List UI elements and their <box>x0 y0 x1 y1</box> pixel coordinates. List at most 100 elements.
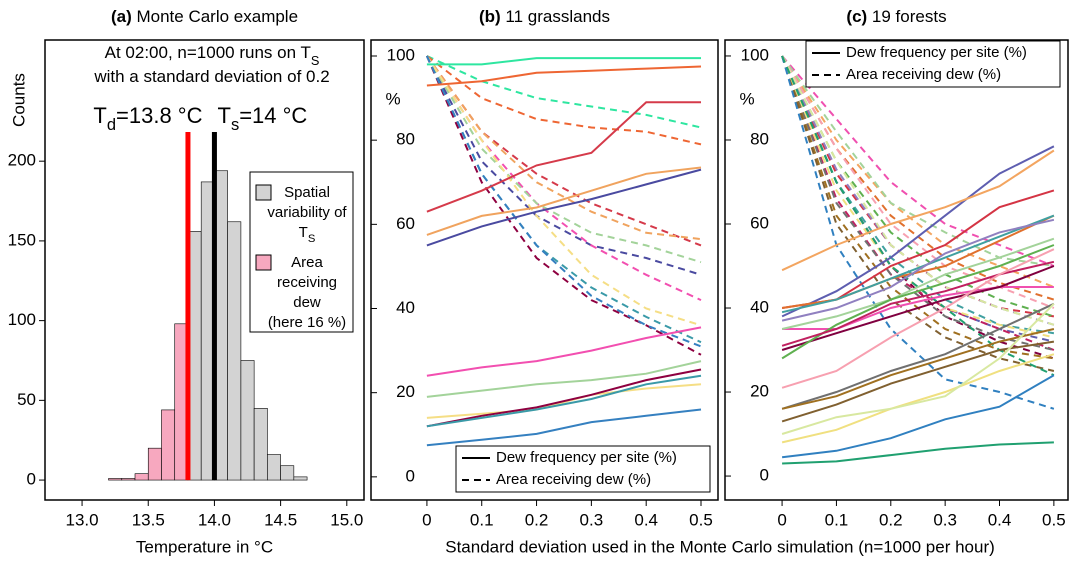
x-tick-label: 14.0 <box>198 510 231 529</box>
legend-label: Dew frequency per site (%) <box>496 449 677 466</box>
area-line <box>781 55 1055 326</box>
x-tick-label: 0.4 <box>634 510 658 529</box>
text-part: variability of <box>267 204 347 221</box>
area-line <box>781 55 1055 318</box>
y-tick-label: 40 <box>396 298 415 317</box>
x-tick-label: 0.1 <box>470 510 494 529</box>
frequency-line <box>781 340 1055 423</box>
y-tick-label: 0 <box>760 466 769 485</box>
area-line <box>781 55 1055 377</box>
x-tick-label: 0.3 <box>580 510 604 529</box>
annotation: with a standard deviation of 0.2 <box>93 67 329 86</box>
frequency-line <box>781 328 1055 410</box>
legend-label: Area receiving dew (%) <box>846 66 1001 83</box>
x-tick-label: 0.5 <box>689 510 713 529</box>
area-line <box>426 55 702 327</box>
panel-letter: (c) <box>846 7 867 26</box>
text-part: dew <box>293 294 321 311</box>
text-part: with a standard deviation of 0.2 <box>93 67 329 86</box>
legend-swatch <box>255 184 272 201</box>
area-line <box>781 55 1055 339</box>
panel-title: (a) Monte Carlo example <box>111 7 298 26</box>
x-tick-label: 0 <box>777 510 786 529</box>
y-tick-label: 60 <box>396 214 415 233</box>
plot-frame <box>724 39 1069 501</box>
y-tick-label: 150 <box>8 230 36 249</box>
area-line <box>425 55 702 348</box>
text-part: Area <box>291 254 323 271</box>
area-line <box>781 55 1055 410</box>
legend-label: receiving <box>277 274 337 291</box>
y-tick-label: 200 <box>8 151 36 170</box>
area-line <box>426 55 702 129</box>
title-text: Monte Carlo example <box>136 7 298 26</box>
x-tick-label: 0.4 <box>988 510 1012 529</box>
histogram-bar <box>161 409 176 481</box>
text-part: =13.8 °C <box>116 103 203 128</box>
y-tick-label: 100 <box>741 45 769 64</box>
frequency-line <box>426 168 702 247</box>
title-text: 11 grasslands <box>505 7 610 26</box>
legend-box <box>455 445 711 493</box>
histogram-bar <box>147 447 162 481</box>
frequency-line <box>426 360 702 398</box>
shared-x-label: Standard deviation used in the Monte Car… <box>445 537 995 556</box>
histogram-bar <box>134 473 149 481</box>
x-axis-label: Temperature in °C <box>136 537 273 556</box>
histogram-bar <box>240 360 255 481</box>
area-line <box>425 55 702 356</box>
histogram-bar <box>280 465 295 481</box>
x-tick-label: 0.5 <box>1042 510 1066 529</box>
text-part: At 02:00, n=1000 runs on T <box>105 43 311 62</box>
legend-box <box>805 40 1061 88</box>
frequency-line <box>781 260 1055 347</box>
frequency-line <box>426 374 702 428</box>
x-tick-label: 0.2 <box>879 510 903 529</box>
y-tick-label: 80 <box>396 130 415 149</box>
legend-label: Spatial <box>284 184 330 201</box>
area-line <box>781 55 1055 351</box>
frequency-line <box>781 145 1055 318</box>
y-tick-label: 100 <box>387 45 415 64</box>
y-tick-label: 50 <box>17 390 36 409</box>
reference-label: Td=13.8 °C <box>93 103 202 135</box>
x-tick-label: 0.3 <box>933 510 957 529</box>
area-line <box>426 55 702 247</box>
subscript: S <box>308 233 316 245</box>
plot-frame <box>44 39 365 501</box>
frequency-line <box>781 244 1055 360</box>
y-tick-label: 0 <box>406 466 415 485</box>
area-line <box>426 55 702 264</box>
area-line <box>781 55 1055 372</box>
y-tick-label: 0 <box>27 470 36 489</box>
frequency-line <box>426 166 702 236</box>
panel-letter: (b) <box>479 7 501 26</box>
area-line <box>781 55 1055 267</box>
text-part: T <box>299 224 308 241</box>
y-axis-label: % <box>739 89 754 108</box>
area-line <box>781 55 1055 309</box>
frequency-line <box>426 65 702 87</box>
frequency-line <box>426 326 702 377</box>
frequency-line <box>781 265 1055 351</box>
x-tick-label: 0 <box>422 510 431 529</box>
frequency-line <box>781 248 1055 389</box>
text-part: =14 °C <box>239 103 307 128</box>
panel-letter: (a) <box>111 7 132 26</box>
frequency-line <box>781 218 1055 322</box>
legend-label: variability of <box>267 204 347 221</box>
histogram-bar <box>293 476 308 481</box>
frequency-line <box>426 57 701 66</box>
panel-title: (b) 11 grasslands <box>479 7 610 26</box>
area-line <box>781 55 1055 267</box>
text-part: Spatial <box>284 184 330 201</box>
subscript: d <box>107 116 116 134</box>
frequency-line <box>782 441 1054 465</box>
legend-label: (here 16 %) <box>268 314 346 331</box>
area-line <box>781 55 1055 326</box>
y-tick-label: 100 <box>8 310 36 329</box>
frequency-line <box>781 237 1055 330</box>
y-axis-label: % <box>385 89 400 108</box>
legend-label: dew <box>293 294 321 311</box>
